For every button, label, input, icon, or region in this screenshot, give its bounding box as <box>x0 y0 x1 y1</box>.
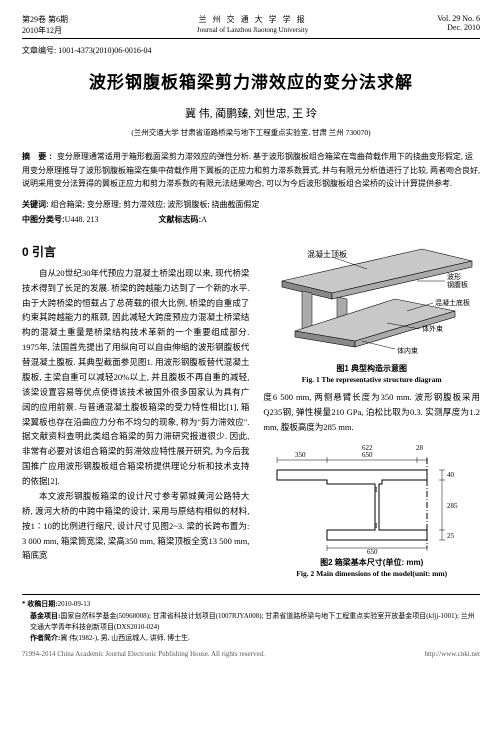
class-cn: 中图分类号:U448. 213 <box>22 214 98 225</box>
classification-row: 中图分类号:U448. 213 文献标志码:A <box>22 214 480 225</box>
date-cn: 2010年12月 <box>22 25 68 36</box>
article-id: 文章编号: 1001-4373(2010)06-0016-04 <box>22 45 480 56</box>
fig2-dim-half: 28 <box>416 444 424 452</box>
header-right: Vol. 29 No. 6 Dec. 2010 <box>437 14 480 36</box>
journal-header: 第29卷 第6期 2010年12月 兰 州 交 通 大 学 学 报 Journa… <box>22 14 480 39</box>
publisher-footer: ?1994-2014 China Academic Journal Electr… <box>22 650 480 658</box>
fig2-dim-dbot: 25 <box>447 532 455 540</box>
keywords-text: 组合箱梁; 变分原理; 剪力滞效应; 波形钢腹板; 挠曲截面假定 <box>51 200 260 209</box>
fig1-svg: 混凝土顶板 波形 钢腹板 混凝土底板 体外束 体内束 <box>267 241 477 361</box>
vol-issue-cn: 第29卷 第6期 <box>22 14 68 25</box>
abstract-text: 变分原理通常适用于箱形截面梁剪力滞效应的弹性分析. 基于波形钢腹板组合箱梁在弯曲… <box>22 152 480 188</box>
fig2-caption-en: Fig. 2 Main dimensions of the model(unit… <box>263 569 480 578</box>
figure-2: 350 650 622 28 40 285 25 <box>263 440 480 578</box>
page: 第29卷 第6期 2010年12月 兰 州 交 通 大 学 学 报 Journa… <box>0 0 502 668</box>
fig2-caption-cn: 图2 箱梁基本尺寸(单位: mm) <box>263 557 480 568</box>
publisher-left: ?1994-2014 China Academic Journal Electr… <box>22 650 265 658</box>
doc-code: 文献标志码:A <box>158 214 206 225</box>
journal-en: Journal of Lanzhou Jiaotong University <box>197 26 308 34</box>
keywords-row: 关键词: 组合箱梁; 变分原理; 剪力滞效应; 波形钢腹板; 挠曲截面假定 <box>22 199 480 210</box>
header-center: 兰 州 交 通 大 学 学 报 Journal of Lanzhou Jiaot… <box>68 14 437 36</box>
authors: 冀 伟, 蔺鹏臻, 刘世忠, 王 玲 <box>22 105 480 121</box>
two-column-body: 0 引言 自从20世纪30年代预应力混凝土桥梁出现以来, 现代桥梁技术得到了长足… <box>22 235 480 585</box>
right-body-p1: 度6 500 mm, 两侧悬臂长度为350 mm. 波形钢腹板采用Q235钢, … <box>263 390 480 435</box>
body-p1: 自从20世纪30年代预应力混凝土桥梁出现以来, 现代桥梁技术得到了长足的发展. … <box>22 266 249 489</box>
fund-row: 基金项目:国家自然科学基金(50968008); 甘肃省科技计划项目(1007R… <box>22 611 480 633</box>
fig2-dim-overhang: 350 <box>295 451 306 459</box>
abstract-label: 摘 要: <box>22 152 55 161</box>
fig1-label-pt: 体外束 <box>422 324 443 333</box>
fig1-caption-cn: 图1 典型构造示意图 <box>263 363 480 374</box>
header-left: 第29卷 第6期 2010年12月 <box>22 14 68 36</box>
fig1-label-pb: 体内束 <box>397 346 418 355</box>
left-column: 0 引言 自从20世纪30年代预应力混凝土桥梁出现以来, 现代桥梁技术得到了长足… <box>22 235 249 585</box>
fig1-label-top: 混凝土顶板 <box>307 249 347 259</box>
received-row: * 收稿日期:2010-09-13 <box>22 599 480 610</box>
svg-text:钢腹板: 钢腹板 <box>447 280 468 289</box>
body-p2: 本文波形钢腹板箱梁的设计尺寸参考郭城黄河公路特大桥, 渡河大桥的中跨中箱梁的设计… <box>22 489 249 563</box>
publisher-right: http://www.cnki.net <box>424 650 480 658</box>
fig2-dim-mid: 622 <box>362 444 373 452</box>
fig2-dim-dtop: 40 <box>447 471 455 479</box>
fig2-dim-bot: 650 <box>367 548 378 555</box>
fig1-label-bottom: 混凝土底板 <box>435 298 470 307</box>
fig1-label-web: 波形 <box>447 272 461 281</box>
section-0-title: 0 引言 <box>22 243 249 260</box>
figure-1: 混凝土顶板 波形 钢腹板 混凝土底板 体外束 体内束 图1 典型构造示意图 Fi… <box>263 241 480 384</box>
fig2-svg: 350 650 622 28 40 285 25 <box>267 440 477 555</box>
right-column: 混凝土顶板 波形 钢腹板 混凝土底板 体外束 体内束 图1 典型构造示意图 Fi… <box>263 235 480 585</box>
journal-cn: 兰 州 交 通 大 学 学 报 <box>199 15 307 24</box>
fig1-caption-en: Fig. 1 The representative structure diag… <box>263 375 480 384</box>
affiliation: (兰州交通大学 甘肃省道路桥梁与地下工程重点实验室, 甘肃 兰州 730070) <box>22 127 480 138</box>
author-bio-row: 作者简介:冀 伟(1982-), 男, 山西运城人, 讲师, 博士生. <box>22 633 480 644</box>
date-en: Dec. 2010 <box>437 23 480 32</box>
abstract-block: 摘 要: 变分原理通常适用于箱形截面梁剪力滞效应的弹性分析. 基于波形钢腹板组合… <box>22 150 480 191</box>
keywords-label: 关键词: <box>22 200 49 209</box>
fig2-dim-top: 650 <box>362 451 373 459</box>
footer-block: * 收稿日期:2010-09-13 基金项目:国家自然科学基金(50968008… <box>22 594 480 644</box>
vol-issue-en: Vol. 29 No. 6 <box>437 14 480 23</box>
article-title: 波形钢腹板箱梁剪力滞效应的变分法求解 <box>22 68 480 93</box>
fig2-dim-dmid: 285 <box>447 502 458 510</box>
